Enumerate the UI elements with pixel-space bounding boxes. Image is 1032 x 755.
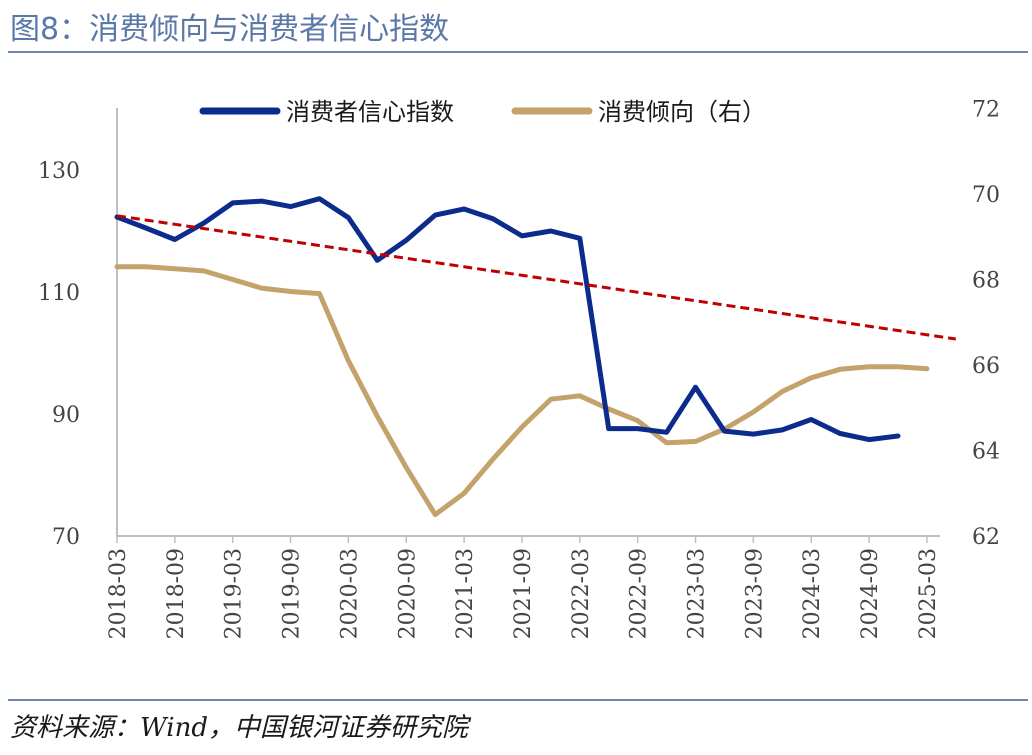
right-tick-label: 72 — [972, 98, 1000, 123]
figure-title: 图8：消费倾向与消费者信心指数 — [10, 12, 450, 47]
plot-lines — [114, 196, 957, 518]
x-tick-label: 2018-09 — [164, 548, 189, 639]
right-tick-label: 66 — [972, 354, 1000, 379]
right-axis-ticks: 62 64 66 68 70 72 — [972, 98, 1000, 551]
x-tick-label: 2020-09 — [395, 548, 420, 639]
left-tick-label: 90 — [52, 403, 80, 428]
left-tick-label: 70 — [52, 525, 80, 550]
left-tick-label: 110 — [38, 281, 80, 306]
x-tick-label: 2025-03 — [916, 548, 941, 639]
x-tick-label: 2021-09 — [511, 548, 536, 639]
trend-line — [116, 214, 957, 341]
x-axis-ticks: 2018-03 2018-09 2019-03 2019-09 2020-03 2020-… — [106, 536, 941, 639]
x-tick-label: 2019-09 — [280, 548, 305, 639]
right-tick-label: 64 — [972, 440, 1000, 465]
left-tick-label: 130 — [38, 159, 80, 184]
source-rule — [8, 699, 1028, 701]
confidence-line — [114, 196, 901, 443]
source-note: 资料来源：Wind，中国银河证券研究院 — [10, 713, 468, 743]
chart-axes — [116, 108, 940, 537]
x-tick-label: 2018-03 — [106, 548, 131, 639]
x-tick-label: 2023-03 — [685, 548, 710, 639]
x-tick-label: 2020-03 — [337, 548, 362, 639]
x-tick-label: 2022-09 — [627, 548, 652, 639]
x-tick-label: 2023-09 — [742, 548, 767, 639]
x-tick-label: 2019-03 — [222, 548, 247, 639]
title-rule — [8, 51, 1028, 53]
x-tick-label: 2024-09 — [858, 548, 883, 639]
legend-confidence-label: 消费者信心指数 — [286, 98, 454, 126]
x-tick-label: 2024-03 — [800, 548, 825, 639]
x-tick-label: 2021-03 — [453, 548, 478, 639]
right-tick-label: 68 — [972, 269, 1000, 294]
x-tick-label: 2022-03 — [569, 548, 594, 639]
propensity-line — [114, 264, 930, 518]
left-axis-ticks: 70 90 110 130 — [38, 159, 80, 550]
chart-legend: 消费者信心指数 消费倾向（右） — [199, 98, 766, 126]
right-tick-label: 70 — [972, 183, 1000, 208]
legend-propensity-label: 消费倾向（右） — [598, 98, 766, 126]
right-tick-label: 62 — [972, 525, 1000, 550]
